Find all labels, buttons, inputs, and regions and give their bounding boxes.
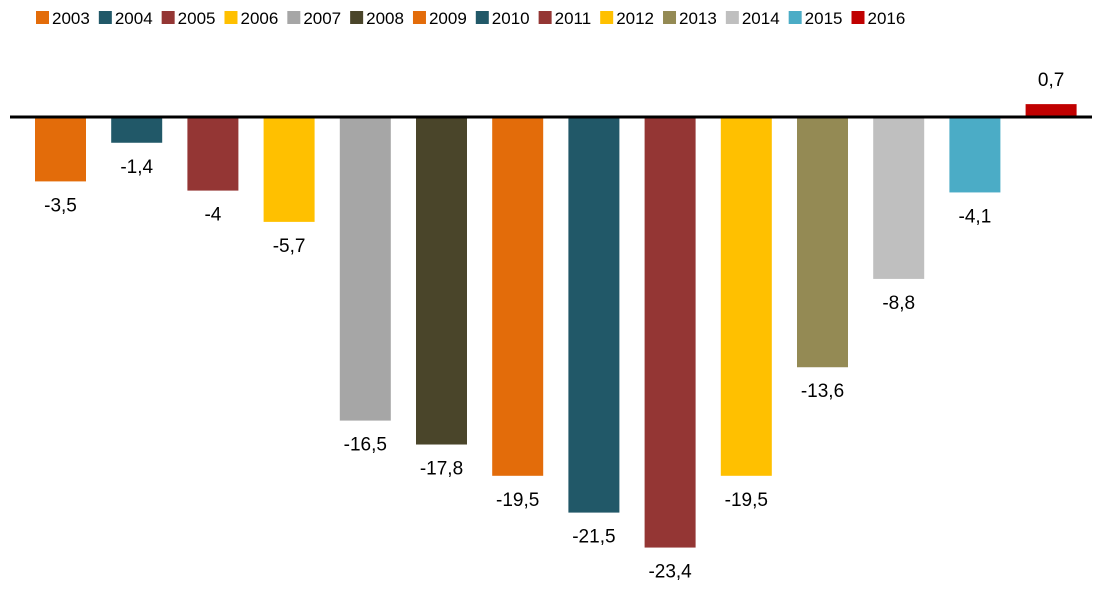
bar-2008 — [416, 117, 467, 445]
legend-entry-2007: 2007 — [303, 9, 341, 28]
bar-2009 — [492, 117, 544, 476]
value-label-2004: -1,4 — [120, 157, 153, 178]
legend-swatch-2004 — [98, 11, 112, 24]
bar-2010 — [568, 117, 620, 513]
legend-entry-2005: 2005 — [178, 9, 216, 28]
legend-swatch-2005 — [161, 11, 175, 24]
legend-swatch-2013 — [663, 11, 677, 24]
bar-2011 — [644, 117, 696, 548]
legend-swatch-2003 — [36, 11, 49, 24]
value-label-2012: -19,5 — [725, 490, 768, 511]
bar-2016 — [1025, 104, 1077, 117]
legend-entry-2006: 2006 — [240, 9, 278, 28]
value-label-2006: -5,7 — [273, 236, 306, 257]
legend-entry-2003: 2003 — [52, 9, 90, 28]
value-label-2010: -21,5 — [572, 527, 615, 548]
legend-swatch-2016 — [851, 11, 865, 24]
bar-2013 — [797, 117, 848, 368]
value-label-2009: -19,5 — [496, 490, 539, 511]
legend-entry-2004: 2004 — [115, 9, 153, 28]
legend-swatch-2008 — [350, 11, 364, 24]
legend-swatch-2014 — [725, 11, 739, 24]
legend-entry-2015: 2015 — [805, 9, 843, 28]
legend-entry-2008: 2008 — [366, 9, 404, 28]
legend-entry-2011: 2011 — [555, 9, 592, 28]
bar-2015 — [949, 117, 1001, 193]
value-label-2003: -3,5 — [44, 195, 77, 216]
bar-2006 — [263, 117, 315, 222]
legend-swatch-2009 — [412, 11, 426, 24]
legend-entry-2012: 2012 — [616, 9, 654, 28]
value-label-2013: -13,6 — [801, 381, 844, 402]
value-label-2005: -4 — [204, 205, 221, 226]
legend-entry-2016: 2016 — [868, 9, 906, 28]
value-labels: -3,5 -1,4 -4 -5,7 -16,5 -17,8 -19,5 -21,5 -23,4 -… — [44, 70, 1064, 582]
bar-2003 — [35, 117, 86, 182]
legend-entry-2009: 2009 — [429, 9, 467, 28]
legend-swatch-2006 — [224, 11, 238, 24]
value-label-2008: -17,8 — [420, 459, 463, 480]
legend-swatch-2012 — [600, 11, 614, 24]
bar-2004 — [111, 117, 163, 143]
bar-2007 — [339, 117, 391, 421]
legend-swatch-2010 — [475, 11, 489, 24]
value-label-2014: -8,8 — [882, 293, 915, 314]
value-label-2016: 0,7 — [1038, 70, 1064, 91]
legend-swatch-2015 — [788, 11, 802, 24]
legend-entry-2013: 2013 — [679, 9, 717, 28]
bar-2014 — [873, 117, 925, 279]
value-label-2011: -23,4 — [648, 562, 692, 583]
legend-swatch-2011 — [538, 11, 552, 24]
legend: 2003 2004 2005 2006 2007 2008 2009 2010 2011 2012… — [36, 9, 905, 28]
legend-entry-2010: 2010 — [492, 9, 530, 28]
legend-entry-2014: 2014 — [742, 9, 780, 28]
bar-2012 — [720, 117, 772, 476]
value-label-2007: -16,5 — [344, 435, 387, 456]
bar-2005 — [187, 117, 239, 191]
value-label-2015: -4,1 — [959, 206, 992, 227]
legend-swatch-2007 — [287, 11, 301, 24]
bars — [35, 104, 1077, 548]
